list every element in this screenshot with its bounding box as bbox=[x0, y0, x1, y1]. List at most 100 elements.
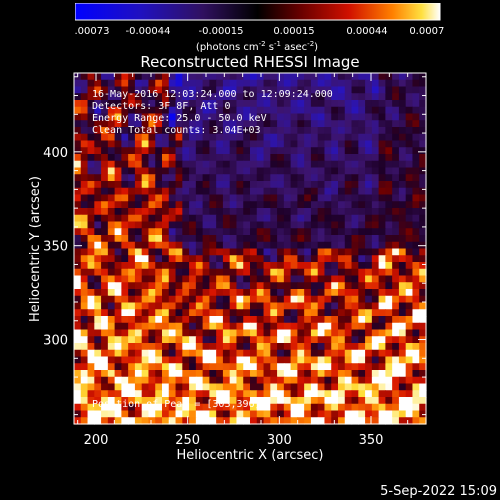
heatmap-cell bbox=[182, 187, 190, 196]
heatmap-cell bbox=[263, 275, 271, 283]
heatmap-cell bbox=[236, 376, 244, 385]
heatmap-cell bbox=[385, 235, 393, 243]
heatmap-cell bbox=[256, 302, 265, 310]
heatmap-cell bbox=[263, 174, 271, 182]
heatmap-cell bbox=[385, 106, 393, 115]
heatmap-cell bbox=[87, 322, 95, 331]
heatmap-cell bbox=[378, 93, 386, 101]
heatmap-cell bbox=[392, 167, 400, 175]
annotation-peak: Position of Peak = [303,396] bbox=[92, 399, 261, 410]
heatmap-cell bbox=[263, 140, 271, 148]
heatmap-cell bbox=[155, 120, 163, 128]
heatmap-cell bbox=[351, 356, 359, 364]
heatmap-cell bbox=[74, 120, 82, 128]
heatmap-cell bbox=[277, 397, 285, 405]
heatmap-cell bbox=[304, 295, 312, 304]
heatmap-cell bbox=[405, 120, 414, 128]
heatmap-cell bbox=[270, 127, 278, 135]
heatmap-cell bbox=[351, 133, 359, 142]
heatmap-cell bbox=[107, 417, 116, 425]
heatmap-cell bbox=[155, 100, 163, 108]
heatmap-cell bbox=[358, 154, 366, 162]
heatmap-cell bbox=[392, 174, 400, 182]
heatmap-cell bbox=[175, 255, 183, 263]
heatmap-cell bbox=[229, 417, 238, 425]
heatmap-cell bbox=[283, 167, 292, 175]
heatmap-cell bbox=[365, 322, 373, 331]
heatmap-cell bbox=[310, 160, 319, 169]
heatmap-cell bbox=[412, 147, 420, 155]
heatmap-cell bbox=[94, 390, 102, 398]
heatmap-cell bbox=[216, 403, 224, 412]
heatmap-cell bbox=[398, 275, 407, 283]
heatmap-cell bbox=[155, 241, 163, 250]
heatmap-cell bbox=[189, 343, 197, 351]
heatmap-cell bbox=[155, 397, 163, 405]
heatmap-cell bbox=[107, 410, 116, 418]
heatmap-cell bbox=[398, 248, 407, 256]
heatmap-cell bbox=[195, 160, 204, 169]
heatmap-cell bbox=[283, 147, 292, 155]
heatmap-cell bbox=[229, 127, 238, 135]
heatmap-cell bbox=[419, 221, 427, 229]
heatmap-cell bbox=[162, 289, 170, 297]
heatmap-cell bbox=[155, 417, 163, 425]
heatmap-cell bbox=[344, 147, 353, 155]
heatmap-cell bbox=[283, 228, 292, 236]
heatmap-cell bbox=[209, 268, 217, 277]
heatmap-cell bbox=[175, 336, 183, 344]
heatmap-cell bbox=[236, 194, 244, 202]
heatmap-cell bbox=[324, 93, 332, 101]
heatmap-cell bbox=[365, 336, 373, 344]
heatmap-cell bbox=[405, 295, 414, 304]
heatmap-cell bbox=[371, 343, 380, 351]
heatmap-cell bbox=[351, 282, 359, 290]
heatmap-cell bbox=[155, 167, 163, 175]
heatmap-cell bbox=[310, 221, 319, 229]
heatmap-cell bbox=[87, 329, 95, 337]
heatmap-cell bbox=[128, 363, 136, 371]
heatmap-cell bbox=[222, 329, 231, 337]
heatmap-cell bbox=[168, 262, 177, 270]
heatmap-cell bbox=[229, 187, 238, 196]
heatmap-cell bbox=[216, 322, 224, 331]
heatmap-cell bbox=[209, 79, 217, 88]
heatmap-cell bbox=[74, 356, 82, 364]
heatmap-cell bbox=[236, 120, 244, 128]
heatmap-cell bbox=[277, 133, 285, 142]
heatmap-cell bbox=[317, 140, 326, 148]
heatmap-cell bbox=[101, 336, 109, 344]
heatmap-cell bbox=[155, 316, 163, 324]
heatmap-cell bbox=[338, 120, 346, 128]
heatmap-cell bbox=[324, 181, 332, 189]
heatmap-cell bbox=[317, 329, 326, 337]
heatmap-cell bbox=[155, 154, 163, 162]
heatmap-cell bbox=[365, 302, 373, 310]
heatmap-cell bbox=[243, 147, 251, 155]
heatmap-cell bbox=[398, 410, 407, 418]
heatmap-cell bbox=[209, 100, 217, 108]
heatmap-cell bbox=[107, 106, 116, 115]
heatmap-cell bbox=[412, 100, 420, 108]
heatmap-cell bbox=[378, 370, 386, 378]
heatmap-cell bbox=[304, 194, 312, 202]
chart-title: Reconstructed RHESSI Image bbox=[140, 53, 359, 71]
heatmap-cell bbox=[80, 370, 89, 378]
heatmap-cell bbox=[371, 410, 380, 418]
heatmap-cell bbox=[101, 241, 109, 250]
heatmap-cell bbox=[80, 133, 89, 142]
heatmap-cell bbox=[222, 93, 231, 101]
heatmap-cell bbox=[277, 79, 285, 88]
heatmap-cell bbox=[148, 255, 156, 263]
heatmap-cell bbox=[182, 417, 190, 425]
heatmap-cell bbox=[371, 93, 380, 101]
heatmap-cell bbox=[324, 154, 332, 162]
heatmap-cell bbox=[297, 120, 305, 128]
heatmap-cell bbox=[256, 214, 265, 223]
heatmap-cell bbox=[365, 255, 373, 263]
heatmap-cell bbox=[216, 100, 224, 108]
heatmap-cell bbox=[209, 370, 217, 378]
heatmap-cell bbox=[324, 228, 332, 236]
heatmap-cell bbox=[419, 248, 427, 256]
heatmap-cell bbox=[338, 187, 346, 196]
